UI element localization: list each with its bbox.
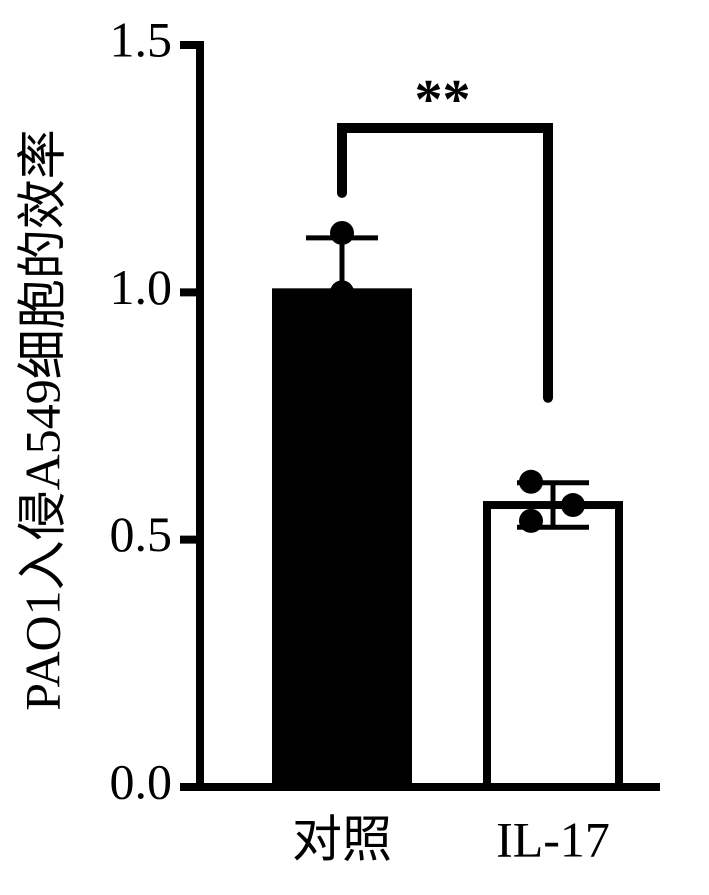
data-point (561, 493, 585, 518)
x-tick-label: 对照 (292, 811, 392, 867)
y-tick-label: 1.5 (110, 11, 173, 67)
y-tick-label: 1.0 (110, 259, 173, 315)
x-tick-label: IL-17 (496, 811, 610, 867)
data-point (519, 508, 543, 533)
y-tick-label: 0.0 (110, 753, 173, 809)
significance-label: ** (415, 69, 471, 131)
significance-bracket (337, 123, 553, 403)
y-tick-label: 0.5 (110, 506, 173, 562)
y-axis-label: PAO1入侵A549细胞的效率 (14, 129, 70, 711)
data-point (519, 469, 543, 494)
data-point (330, 220, 354, 245)
bar (483, 501, 623, 791)
bar (272, 288, 412, 791)
data-point (330, 280, 354, 305)
